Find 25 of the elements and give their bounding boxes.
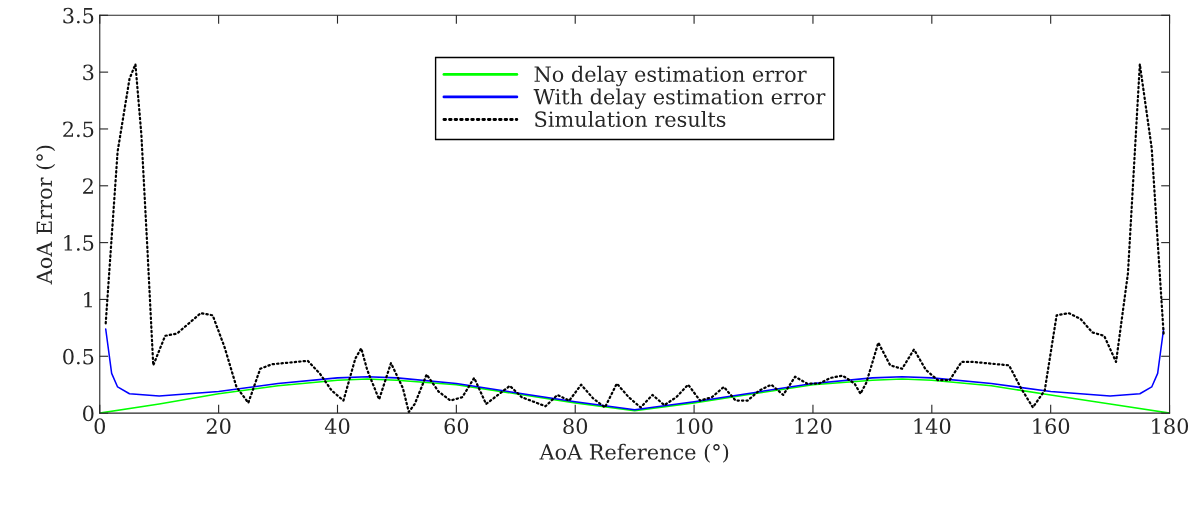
line-series [104,63,1165,414]
y-tick-label: 2 [83,178,93,194]
x-tick-label: 100 [676,418,713,435]
x-tick-label: 180 [1152,418,1189,435]
line-series [104,328,1165,411]
y-tick-label: 3 [83,64,94,81]
x-tick-label: 120 [795,418,832,435]
x-tick-label: 80 [563,418,588,435]
x-tick-label: 40 [324,418,350,435]
x-tick-label: 0 [94,418,106,435]
legend-label: No delay estimation error [534,65,807,87]
y-axis-title: AoA Error (°) [36,145,56,285]
legend-label: Simulation results [535,110,726,128]
y-tick-label: 1 [84,291,92,308]
y-tick-label: 0.5 [63,348,94,365]
x-axis-title: AoA Reference (°) [539,443,729,463]
x-tick-label: 160 [1033,418,1070,435]
legend-label: With delay estimation error [533,88,826,109]
x-tick-label: 60 [444,418,469,435]
y-tick-label: 0 [83,405,94,422]
y-tick-label: 2.5 [63,121,94,138]
x-tick-label: 20 [206,418,231,435]
x-tick-label: 140 [914,418,951,435]
y-tick-label: 1.5 [64,235,94,251]
y-tick-label: 3.5 [63,7,94,24]
